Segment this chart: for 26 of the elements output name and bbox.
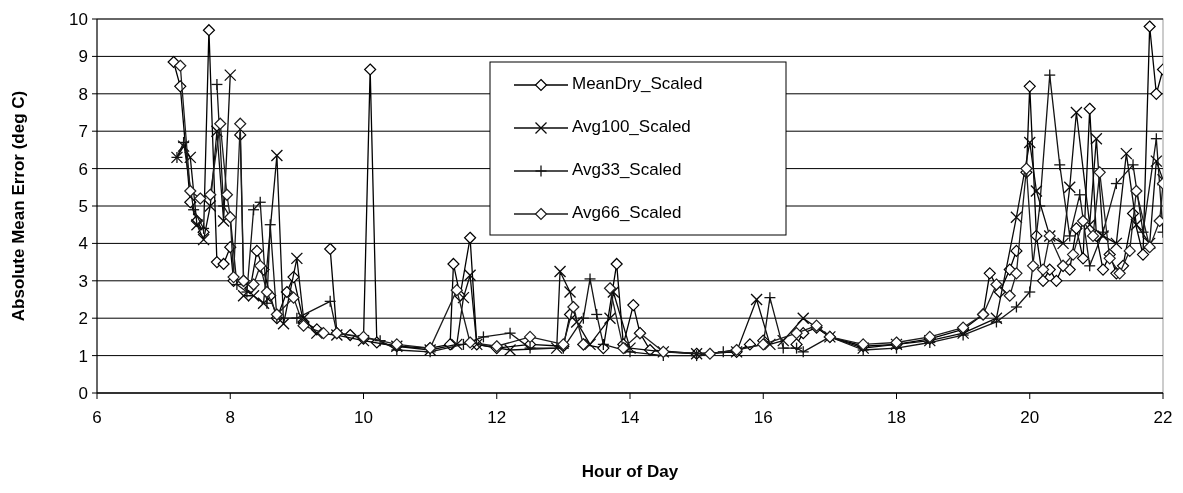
x-tick-label: 14 — [620, 408, 640, 427]
legend-label: Avg66_Scaled — [572, 202, 682, 222]
y-tick-label: 5 — [78, 196, 88, 216]
x-tick-label: 16 — [753, 408, 773, 427]
legend-label: Avg100_Scaled — [572, 116, 691, 136]
x-tick-label: 8 — [225, 408, 235, 427]
y-tick-label: 9 — [78, 47, 88, 67]
y-tick-label: 6 — [78, 159, 88, 179]
y-tick-label: 4 — [78, 234, 88, 254]
x-tick-label: 20 — [1020, 408, 1040, 427]
y-tick-label: 0 — [78, 383, 88, 403]
legend-label: Avg33_Scaled — [572, 159, 682, 179]
y-axis-title: Absolute Mean Error (deg C) — [9, 90, 28, 322]
y-tick-label: 8 — [78, 84, 88, 104]
x-tick-label: 10 — [354, 408, 373, 427]
y-tick-label: 1 — [78, 346, 88, 366]
x-tick-label: 18 — [887, 408, 906, 427]
y-tick-label: 10 — [69, 9, 88, 29]
y-tick-label: 7 — [78, 122, 88, 142]
y-tick-label: 3 — [78, 271, 88, 291]
legend-label: MeanDry_Scaled — [572, 73, 703, 93]
x-tick-label: 6 — [92, 408, 102, 427]
x-tick-label: 22 — [1153, 408, 1173, 427]
x-axis-title: Hour of Day — [581, 462, 679, 481]
x-tick-label: 12 — [487, 408, 507, 427]
y-tick-label: 2 — [78, 309, 88, 329]
